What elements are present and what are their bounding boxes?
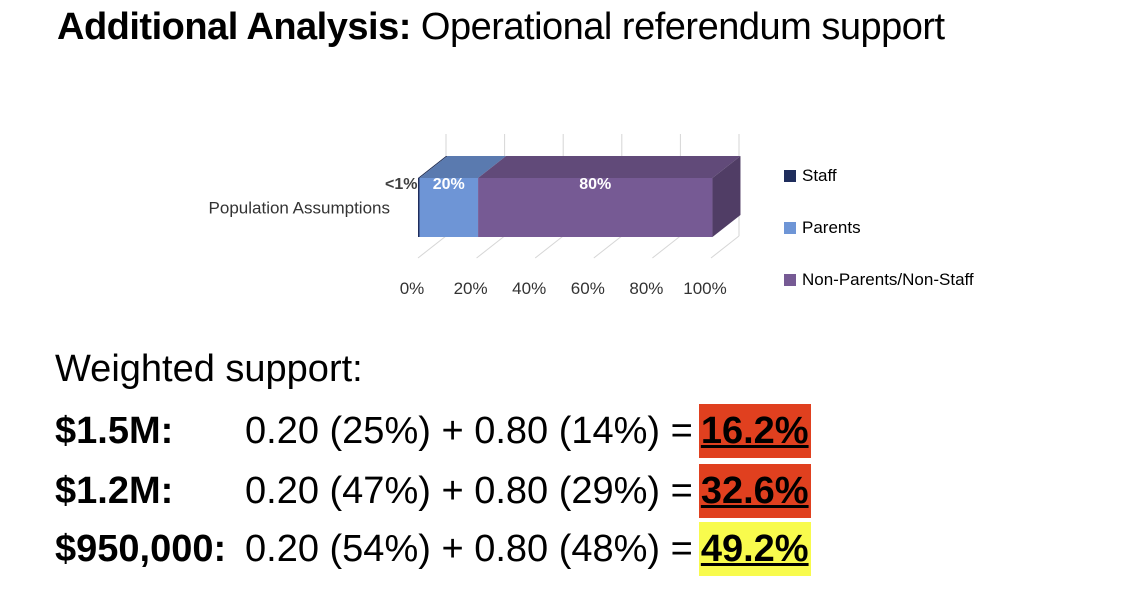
legend-swatch-non-parents	[784, 274, 796, 286]
x-tick-label: 20%	[454, 279, 488, 298]
legend-label-non-parents: Non-Parents/Non-Staff	[802, 270, 974, 289]
support-row-950k: $950,000: 0.20 (54%) + 0.80 (48%) = 49.2…	[55, 522, 811, 576]
x-tick-label: 100%	[683, 279, 726, 298]
row-formula: 0.20 (54%) + 0.80 (48%) =	[245, 527, 693, 570]
gridline-floor	[593, 235, 623, 259]
gridline-floor	[476, 235, 505, 259]
x-tick-label: 0%	[400, 279, 425, 298]
gridline-floor	[652, 235, 681, 259]
bar-segment-top	[419, 156, 507, 178]
x-tick-label: 60%	[571, 279, 605, 298]
row-label: $1.5M:	[55, 409, 174, 452]
data-label: <1%	[385, 176, 417, 193]
title-bold: Additional Analysis:	[57, 6, 411, 48]
bar-segment	[418, 178, 420, 237]
x-tick-label: 40%	[512, 279, 546, 298]
data-label: 80%	[579, 176, 611, 193]
bar-segment	[419, 178, 479, 237]
population-chart: <1% 20% 80% Population Assumptions 0% 20% 40% 6…	[209, 134, 741, 298]
support-row-1-5m: $1.5M: 0.20 (25%) + 0.80 (14%) = 16.2%	[55, 404, 811, 458]
bar-segment-top	[418, 156, 448, 178]
legend-item-non-parents: Non-Parents/Non-Staff	[784, 254, 974, 306]
bar-segment-side	[712, 156, 741, 237]
bar-segment	[478, 178, 713, 237]
page-title: Additional Analysis: Operational referen…	[57, 6, 945, 49]
support-row-1-2m: $1.2M: 0.20 (47%) + 0.80 (29%) = 32.6%	[55, 464, 811, 518]
legend-item-staff: Staff	[784, 150, 974, 202]
category-label: Population Assumptions	[209, 199, 390, 218]
legend-label-staff: Staff	[802, 166, 837, 185]
bar-segment-top	[478, 156, 741, 178]
gridline-floor	[710, 235, 740, 259]
gridline-floor	[417, 235, 447, 259]
row-result-highlight: 32.6%	[698, 464, 811, 518]
row-label: $950,000:	[55, 527, 227, 570]
gridline-floor	[534, 235, 564, 259]
weighted-support-heading: Weighted support:	[55, 348, 363, 390]
chart-legend: Staff Parents Non-Parents/Non-Staff	[784, 150, 974, 306]
legend-label-parents: Parents	[802, 218, 861, 237]
title-rest: Operational referendum support	[420, 6, 945, 48]
x-tick-label: 80%	[629, 279, 663, 298]
legend-swatch-parents	[784, 222, 796, 234]
data-label: 20%	[433, 176, 465, 193]
legend-item-parents: Parents	[784, 202, 974, 254]
row-result-highlight: 16.2%	[698, 404, 811, 458]
legend-swatch-staff	[784, 170, 796, 182]
row-formula: 0.20 (47%) + 0.80 (29%) =	[245, 469, 693, 512]
row-label: $1.2M:	[55, 469, 174, 512]
row-result-highlight: 49.2%	[698, 522, 811, 576]
row-formula: 0.20 (25%) + 0.80 (14%) =	[245, 409, 693, 452]
